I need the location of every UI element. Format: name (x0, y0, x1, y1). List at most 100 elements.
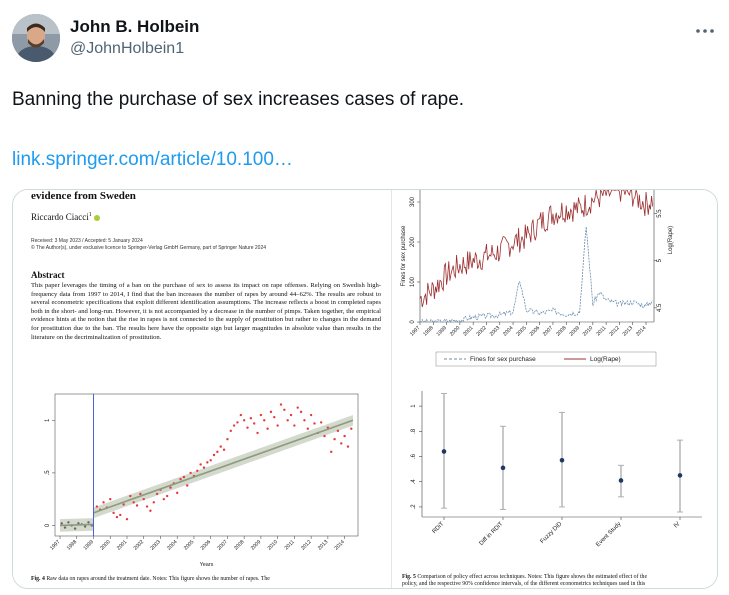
fig3-left-tick-label: 100 (410, 276, 416, 287)
fig5-y-tick-label: 1 (411, 404, 417, 408)
fig3-legend-label-fines: Fines for sex purchase (470, 356, 536, 363)
fig4-data-point (109, 497, 112, 501)
fig4-data-point (115, 515, 119, 519)
avatar[interactable] (12, 14, 60, 62)
abstract-heading: Abstract (31, 270, 65, 280)
fig4-data-point (182, 475, 186, 479)
fig3-x-tick-label: 2014 (635, 325, 647, 337)
tweet-media-image[interactable]: evidence from Sweden Riccardo Ciacci1 Re… (12, 189, 718, 589)
fig5-point-estimate (559, 458, 565, 463)
fig4-data-point (135, 504, 139, 507)
fig3-x-tick-label: 2011 (595, 325, 607, 337)
tweet-text: Banning the purchase of sex increases ca… (12, 89, 465, 110)
fig4-data-point (102, 501, 105, 504)
fig5-y-tick-label: .6 (411, 453, 417, 459)
fig4-fit-line (93, 419, 354, 514)
fig3-x-tick-label: 2006 (529, 325, 541, 337)
fig5-x-tick-label: RDiT (432, 521, 446, 535)
fig3-right-axis-label: Log(Rape) (668, 226, 674, 254)
paper-title: evidence from Sweden (31, 190, 136, 202)
fig4-data-point (266, 427, 269, 430)
fig4-data-point (269, 410, 273, 414)
fig5-y-tick-label: .4 (411, 479, 417, 485)
author-name[interactable]: John B. Holbein (70, 17, 200, 36)
figure-4-caption: Fig. 4 Raw data on rapes around the trea… (31, 576, 371, 583)
fig5-point-estimate (441, 449, 447, 454)
fig4-data-point (249, 416, 253, 420)
fig4-fit-line (59, 523, 94, 527)
more-horizontal-icon (696, 29, 714, 33)
fig4-x-tick-label: 2008 (233, 539, 245, 551)
fig4-x-tick-label: 2006 (200, 539, 212, 551)
figure-5-caption-label: Fig. 5 (402, 574, 416, 580)
fig4-data-point (232, 424, 236, 427)
fig4-data-point (142, 497, 145, 501)
fig3-x-tick-label: 2008 (555, 325, 567, 337)
paper-author-name: Riccardo Ciacci (31, 212, 89, 222)
fig4-x-tick-label: 2007 (216, 539, 228, 551)
fig4-data-point (149, 509, 152, 512)
fig4-data-point (319, 421, 323, 424)
fig4-data-point (186, 484, 189, 487)
fig4-data-point (259, 413, 263, 417)
fig4-data-point (216, 450, 219, 454)
fig3-x-tick-label: 2002 (475, 325, 487, 337)
fig4-data-point (323, 434, 326, 438)
fig3-x-tick-label: 2007 (542, 325, 554, 337)
fig5-x-tick-label: IV (673, 521, 681, 529)
paper-author: Riccardo Ciacci1 (31, 212, 100, 222)
fig4-data-point (309, 413, 313, 417)
figure-5-policy-effects: .2 .4 .6 .8 1 RDiT Diff in RDiT Fuzzy DiD Event … (411, 391, 702, 548)
fig4-data-point (212, 453, 216, 457)
fig4-data-point (226, 438, 229, 441)
fig4-x-tick-label: 2010 (267, 539, 279, 551)
fig4-data-point (263, 419, 266, 422)
fig4-data-point (139, 492, 142, 496)
fig3-left-tick-label: 300 (410, 196, 416, 207)
fig4-data-point (253, 422, 256, 425)
fig5-x-tick-label: Diff in RDiT (479, 521, 505, 547)
fig4-data-point (293, 424, 296, 427)
fig4-x-tick-label: 1998 (66, 539, 78, 551)
person-avatar-icon (12, 14, 60, 62)
figure-4-caption-label: Fig. 4 (31, 576, 45, 582)
fig4-data-point (169, 486, 172, 489)
fig3-x-tick-label: 2013 (622, 325, 634, 337)
fig3-x-tick-label: 2012 (608, 325, 620, 337)
fig3-x-tick-label: 2003 (489, 325, 501, 337)
fig3-fines-line (420, 226, 654, 323)
orcid-icon (93, 214, 100, 221)
fig4-x-tick-label: 2013 (317, 539, 329, 551)
fig3-left-tick-label: 200 (410, 236, 416, 247)
fig4-data-point (306, 427, 309, 430)
fig4-data-point (350, 427, 353, 430)
fig5-point-estimate (618, 478, 624, 483)
fig4-data-point (236, 421, 239, 424)
fig4-x-tick-label: 2001 (116, 539, 128, 551)
tweet-link[interactable]: link.springer.com/article/10.100… (12, 149, 293, 170)
fig4-data-point (199, 463, 202, 466)
fig3-right-tick-label: 4.5 (657, 303, 663, 312)
author-handle[interactable]: @JohnHolbein1 (70, 40, 185, 57)
fig4-data-point (152, 501, 155, 504)
fig4-data-point (296, 406, 299, 409)
fig3-left-tick-label: 0 (410, 320, 416, 324)
fig4-x-tick-label: 2004 (166, 539, 178, 551)
abstract-body: This paper leverages the timing of a ban… (31, 282, 381, 341)
more-options-button[interactable] (695, 18, 715, 39)
figure-5-caption-text: Comparison of policy effect across techn… (417, 574, 648, 580)
fig5-y-tick-label: .8 (411, 428, 417, 434)
figure-fines-vs-rape: 0 100 200 300 4.5 5 5.5 Fines for sex purchase L… (401, 190, 674, 367)
fig3-x-tick-label: 2010 (582, 325, 594, 337)
fig4-x-tick-label: 2000 (99, 539, 111, 551)
fig3-x-tick-label: 2009 (569, 325, 581, 337)
fig4-data-point (189, 471, 192, 475)
fig4-data-point (67, 521, 70, 524)
fig4-data-point (289, 413, 293, 417)
fig4-data-point (330, 450, 333, 454)
fig4-data-point (162, 497, 166, 501)
fig4-data-point (179, 478, 182, 481)
fig4-data-point (340, 442, 343, 445)
fig3-legend-box (435, 351, 657, 367)
fig4-data-point (242, 419, 246, 422)
